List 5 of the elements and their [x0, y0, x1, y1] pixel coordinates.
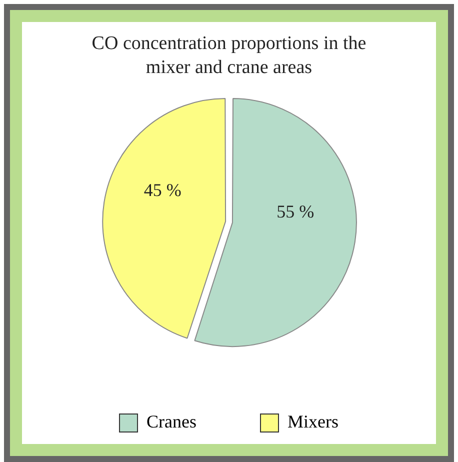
chart-title: CO concentration proportions in the mixer and crane areas: [90, 32, 368, 80]
data-label: 45 %: [144, 180, 182, 200]
data-label: 55 %: [276, 201, 314, 222]
legend-label: Cranes: [146, 412, 196, 432]
legend-label: Mixers: [287, 412, 338, 432]
